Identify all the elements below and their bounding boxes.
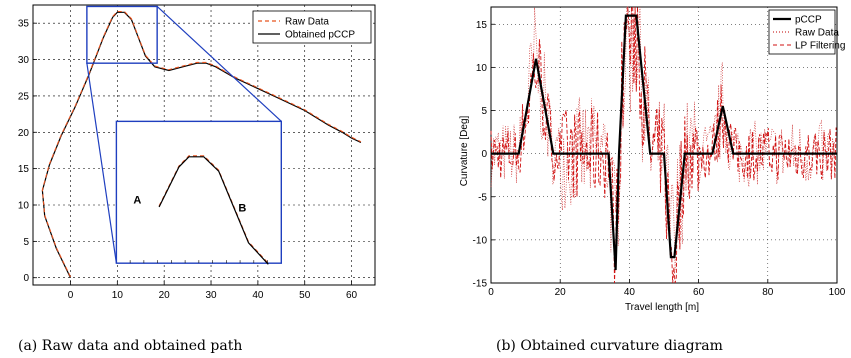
chart-b-series-lp [490, 6, 837, 284]
chart-a-ytick-label: 0 [23, 273, 29, 284]
chart-a-caption: (a) Raw data and obtained path [18, 338, 242, 354]
chart-a-zoom-connector [86, 63, 117, 264]
chart-a-zoom-connector [156, 6, 282, 122]
chart-a-inset-raw-line [158, 155, 269, 264]
chart-a-legend-box [252, 10, 372, 44]
chart-a-xtick-label: 0 [68, 290, 74, 301]
chart-b-legend-label: pCCP [795, 15, 822, 26]
chart-a-ytick-label: 20 [18, 128, 30, 139]
chart-a-xtick-label: 10 [112, 290, 124, 301]
chart-a-xtick-label: 40 [252, 290, 264, 301]
chart-b-ytick-label: 5 [481, 106, 487, 117]
chart-b: 0 20 40 60 80 100 -15 -10 -5 0 5 10 15 pCCP Raw Data L… [459, 6, 846, 354]
chart-b-xtick-label: 0 [488, 287, 494, 298]
chart-a-inset-pccp-line [158, 156, 269, 265]
chart-b-legend-label: Raw Data [795, 28, 839, 39]
chart-a-xtick-label: 50 [299, 290, 311, 301]
chart-b-ylabel: Curvature [Deg] [459, 115, 470, 186]
chart-a-legend: Raw Data Obtained pCCP [252, 10, 372, 44]
chart-a-xtick-label: 30 [205, 290, 217, 301]
chart-b-xtick-label: 60 [693, 287, 705, 298]
chart-a-ytick-label: 30 [18, 55, 30, 66]
chart-b-ticks: 0 20 40 60 80 100 -15 -10 -5 0 5 10 15 [473, 20, 846, 298]
chart-b-series-pccp [491, 14, 837, 271]
chart-a-ticks: 0 10 20 30 40 50 60 0 5 10 15 20 25 30 35 [18, 19, 358, 301]
chart-b-ytick-label: -5 [478, 192, 487, 203]
chart-b-xlabel: Travel length [m] [625, 302, 699, 313]
chart-a-ytick-label: 5 [23, 237, 29, 248]
chart-a-inset: AB [86, 5, 283, 265]
chart-b-ytick-label: -10 [473, 235, 488, 246]
chart-a-xtick-label: 20 [159, 290, 171, 301]
chart-b-caption: (b) Obtained curvature diagram [496, 338, 723, 354]
chart-a-legend-label: Obtained pCCP [285, 30, 355, 41]
chart-a-ytick-label: 15 [18, 164, 30, 175]
chart-a-xtick-label: 60 [346, 290, 358, 301]
chart-b-ytick-label: 10 [476, 63, 488, 74]
chart-a-ytick-label: 25 [18, 91, 30, 102]
chart-b-ytick-label: 0 [481, 149, 487, 160]
chart-b-xtick-label: 100 [829, 287, 846, 298]
chart-a-zoom-box [86, 5, 158, 64]
chart-a-ytick-label: 35 [18, 19, 30, 30]
chart-a-legend-label: Raw Data [285, 17, 329, 28]
chart-b-xtick-label: 80 [762, 287, 774, 298]
chart-a-inset-label-b: B [238, 202, 246, 214]
chart-b-ytick-label: -15 [473, 279, 488, 290]
chart-b-legend-label: LP Filtering [795, 41, 845, 52]
chart-b-legend: pCCP Raw Data LP Filtering [768, 9, 845, 55]
chart-b-xtick-label: 20 [555, 287, 567, 298]
chart-a-series [41, 10, 362, 278]
chart-b-ytick-label: 15 [476, 20, 488, 31]
chart-a-inset-label-a: A [133, 194, 141, 206]
chart-b-series [490, 6, 837, 284]
chart-b-xtick-label: 40 [624, 287, 636, 298]
chart-a-ytick-label: 10 [18, 201, 30, 212]
chart-a-inset-box [115, 120, 283, 264]
